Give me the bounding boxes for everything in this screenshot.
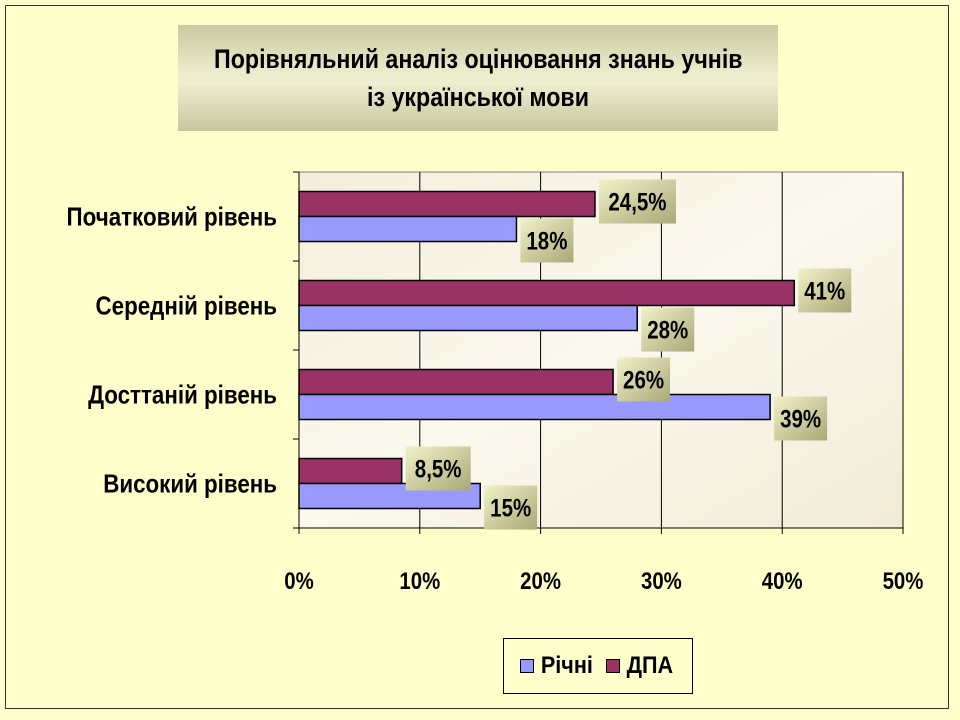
chart-title: Порівняльний аналіз оцінювання знань учн… bbox=[213, 44, 743, 74]
data-label-box bbox=[520, 218, 574, 263]
category-label: Початковий рівень bbox=[67, 203, 277, 232]
category-label: Середній рівень bbox=[96, 292, 277, 321]
data-label-box bbox=[598, 179, 676, 224]
x-tick-label: 20% bbox=[520, 567, 561, 594]
data-label: 41% bbox=[804, 277, 845, 305]
data-label-box bbox=[484, 485, 538, 530]
category-label: Досттаній рівень bbox=[88, 381, 277, 410]
bar bbox=[298, 279, 796, 307]
bar bbox=[298, 457, 403, 485]
x-tick-label: 0% bbox=[284, 567, 314, 594]
category-label: Високий рівень bbox=[103, 470, 277, 499]
bar bbox=[298, 368, 614, 396]
x-tick-label: 30% bbox=[641, 567, 682, 594]
data-label-box bbox=[641, 307, 695, 352]
data-label-box bbox=[617, 357, 671, 402]
chart-subtitle: із української мови bbox=[367, 82, 589, 112]
data-label: 39% bbox=[780, 405, 821, 433]
legend-label-dpa: ДПА bbox=[626, 652, 674, 679]
bar bbox=[298, 215, 518, 243]
data-label-box bbox=[405, 446, 471, 491]
data-label: 24,5% bbox=[608, 188, 666, 216]
legend-item-richni: Річні bbox=[520, 652, 596, 680]
data-label-box bbox=[774, 396, 828, 441]
data-label: 8,5% bbox=[415, 455, 462, 483]
data-label: 26% bbox=[623, 366, 664, 394]
bar bbox=[298, 190, 596, 218]
x-tick-label: 50% bbox=[883, 567, 924, 594]
chart-title-box: Порівняльний аналіз оцінювання знань учн… bbox=[178, 25, 778, 131]
legend-label-richni: Річні bbox=[541, 652, 594, 679]
x-tick-label: 10% bbox=[399, 567, 440, 594]
legend: Річні ДПА bbox=[503, 638, 693, 694]
bar bbox=[298, 393, 771, 421]
data-label: 28% bbox=[647, 316, 688, 344]
legend-swatch-dpa bbox=[606, 659, 621, 673]
legend-swatch-richni bbox=[520, 659, 535, 673]
data-label: 15% bbox=[490, 494, 531, 522]
legend-item-dpa: ДПА bbox=[606, 652, 676, 680]
data-label-box bbox=[798, 268, 852, 313]
x-tick-label: 40% bbox=[762, 567, 803, 594]
data-label: 18% bbox=[526, 227, 567, 255]
bar bbox=[298, 304, 638, 332]
